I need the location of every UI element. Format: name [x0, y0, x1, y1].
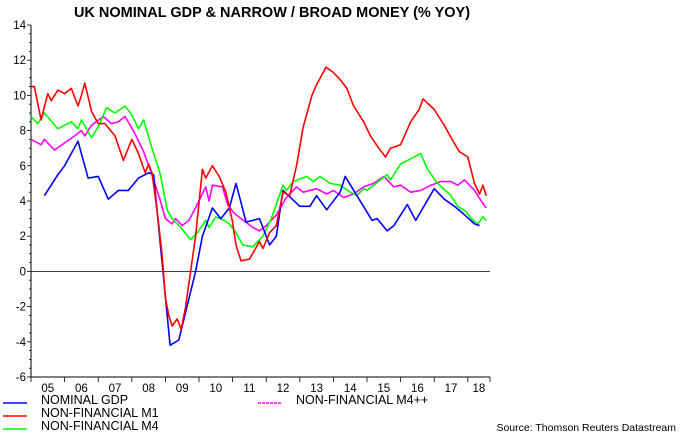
x-tick-label: 11 [243, 383, 255, 395]
x-tick-label: 15 [377, 383, 390, 395]
x-tick-label: 16 [411, 383, 424, 395]
series-line-3 [30, 115, 487, 232]
axes: -6 -4 -2 0 2 4 6 8 10 12 14 05 06 07 08 09 10 11 12 13 14 15 1… [13, 20, 491, 395]
x-tick-label: 12 [277, 383, 290, 395]
legend-label: NON-FINANCIAL M4 [41, 419, 159, 433]
y-tick-label: 8 [20, 126, 26, 138]
legend-label: NON-FINANCIAL M1 [41, 406, 159, 420]
y-tick-label: 4 [20, 196, 27, 208]
x-tick-label: 08 [142, 383, 155, 395]
x-tick-label: 07 [109, 383, 122, 395]
series-line-0 [43, 140, 480, 347]
y-tick-label: 14 [13, 20, 26, 32]
legend-label: NOMINAL GDP [41, 393, 128, 407]
source-note: Source: Thomson Reuters Datastream [496, 422, 676, 434]
chart-title: UK NOMINAL GDP & NARROW / BROAD MONEY (%… [74, 5, 470, 21]
x-tick-label: 06 [75, 383, 88, 395]
x-tick-label: 05 [41, 383, 54, 395]
legend-label: NON-FINANCIAL M4++ [296, 393, 428, 407]
x-tick-label: 09 [176, 383, 189, 395]
series-line-2 [30, 105, 487, 248]
series-line-1 [31, 66, 488, 331]
y-tick-label: 0 [20, 266, 26, 278]
x-tick-label: 17 [445, 383, 458, 395]
y-tick-label: -4 [16, 337, 27, 349]
x-tick-label: 10 [209, 383, 222, 395]
y-tick-label: 10 [13, 90, 26, 102]
x-tick-label: 18 [473, 383, 486, 395]
y-tick-label: 2 [20, 231, 26, 243]
series-lines [30, 66, 488, 347]
y-tick-label: 6 [20, 161, 26, 173]
y-tick-label: -6 [16, 372, 26, 384]
y-tick-label: 12 [13, 55, 26, 67]
x-tick-label: 14 [344, 383, 357, 395]
x-tick-label: 13 [310, 383, 323, 395]
y-tick-label: -2 [16, 302, 26, 314]
